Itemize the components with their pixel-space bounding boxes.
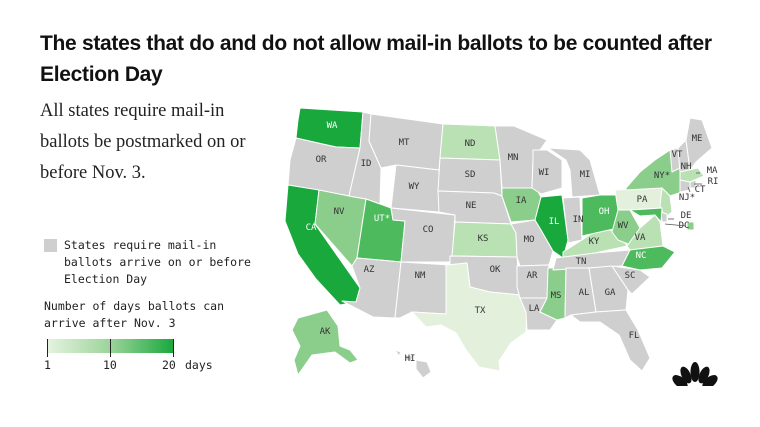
state-labels: WA OR CA NV ID MT WY UT* AZ CO NM ND SD NE KS OK TX MN IA M… xyxy=(306,121,719,364)
state-label-ID: ID xyxy=(361,159,372,169)
state-label-TN: TN xyxy=(576,257,587,267)
legend-tick-1 xyxy=(47,339,48,357)
state-FL xyxy=(570,309,651,372)
state-label-WY: WY xyxy=(409,182,420,192)
legend-tick-label-20: 20 xyxy=(162,358,176,372)
state-label-ND: ND xyxy=(465,139,476,149)
state-label-IA: IA xyxy=(516,196,527,206)
state-DC xyxy=(686,221,695,231)
state-label-CT: CT xyxy=(695,185,706,195)
legend-tick-label-1: 1 xyxy=(44,358,51,372)
nbc-peacock-icon xyxy=(672,362,718,392)
state-IL xyxy=(534,194,569,259)
state-label-MO: MO xyxy=(524,235,535,245)
state-label-HI: HI xyxy=(405,354,416,364)
state-label-NY: NY* xyxy=(654,171,670,181)
state-label-WV: WV xyxy=(618,221,629,231)
legend-category: States require mail-in ballots arrive on… xyxy=(44,237,254,288)
state-SC xyxy=(611,265,651,295)
state-label-IL: IL xyxy=(549,217,560,227)
state-label-UT: UT* xyxy=(374,214,390,224)
state-label-RI: RI xyxy=(708,177,719,187)
page-subtitle: All states require mail-in ballots be po… xyxy=(40,101,246,183)
state-NJ xyxy=(659,187,673,219)
state-label-SC: SC xyxy=(625,271,636,281)
state-label-OK: OK xyxy=(490,265,501,275)
legend-tick-10 xyxy=(110,339,111,357)
state-label-VT: VT xyxy=(672,150,683,160)
state-label-NM: NM xyxy=(415,271,426,281)
state-label-NE: NE xyxy=(466,201,477,211)
state-MI xyxy=(547,147,601,198)
state-label-NC: NC xyxy=(636,251,647,261)
state-NC xyxy=(621,245,676,271)
page-title: The states that do and do not allow mail… xyxy=(40,32,712,86)
state-CT xyxy=(679,179,691,193)
state-AK xyxy=(291,309,359,376)
state-label-IN: IN xyxy=(573,215,584,225)
state-WI xyxy=(531,149,563,195)
leader-lines xyxy=(664,172,702,227)
state-label-DE: DE xyxy=(681,211,692,221)
state-label-KY: KY xyxy=(589,237,600,247)
state-label-LA: LA xyxy=(529,304,540,314)
legend-unit-label: days xyxy=(185,358,213,372)
state-label-FL: FL xyxy=(629,331,640,341)
state-GA xyxy=(588,265,629,313)
state-IN xyxy=(562,196,583,244)
state-label-ME: ME xyxy=(692,134,703,144)
state-label-MI: MI xyxy=(580,170,591,180)
state-label-VA: VA xyxy=(635,233,646,243)
state-MD xyxy=(629,207,663,223)
state-label-NH: NH xyxy=(681,162,692,172)
legend-tick-20 xyxy=(173,339,174,357)
state-label-TX: TX xyxy=(475,306,486,316)
state-label-OR: OR xyxy=(316,155,327,165)
state-TX xyxy=(411,262,528,372)
state-label-OH: OH xyxy=(599,207,610,217)
legend-swatch-gray xyxy=(44,239,57,252)
state-label-MT: MT xyxy=(399,138,410,148)
state-label-CA: CA xyxy=(306,223,317,233)
state-label-GA: GA xyxy=(605,288,616,298)
state-label-WA: WA xyxy=(327,121,338,131)
state-label-AK: AK xyxy=(320,327,331,337)
state-label-WI: WI xyxy=(539,168,550,178)
state-label-MN: MN xyxy=(508,153,519,163)
state-label-AL: AL xyxy=(579,288,590,298)
state-label-SD: SD xyxy=(465,170,476,180)
state-label-MS: MS xyxy=(551,291,562,301)
state-label-AR: AR xyxy=(527,271,538,281)
legend-category-label: States require mail-in ballots arrive on… xyxy=(64,238,251,286)
legend-scale-title: Number of days ballots can arrive after … xyxy=(44,299,225,330)
state-label-NV: NV xyxy=(334,207,345,217)
state-label-KS: KS xyxy=(478,234,489,244)
legend-tick-label-10: 10 xyxy=(103,358,117,372)
state-MA xyxy=(679,167,705,183)
state-label-NJ: NJ* xyxy=(679,193,695,203)
state-label-CO: CO xyxy=(423,225,434,235)
state-label-AZ: AZ xyxy=(364,265,375,275)
state-label-MA: MA xyxy=(707,166,718,176)
state-label-PA: PA xyxy=(637,195,648,205)
state-HI xyxy=(394,349,432,379)
state-AR xyxy=(516,264,550,299)
